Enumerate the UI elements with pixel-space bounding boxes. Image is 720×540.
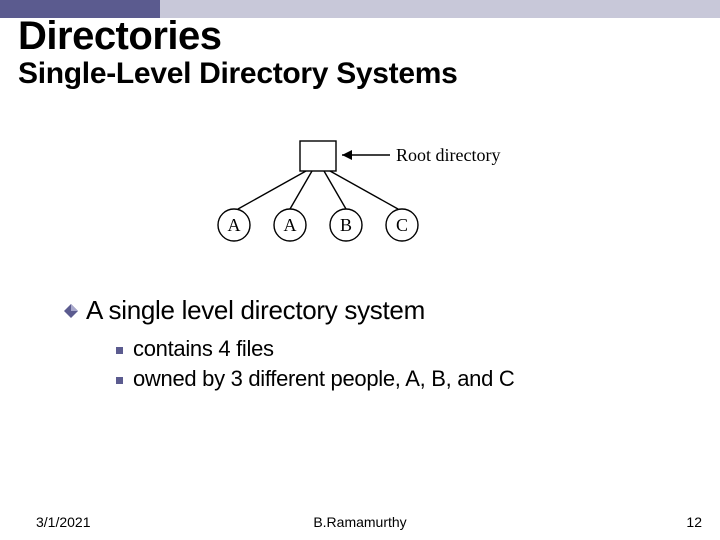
bullet-sub-text: contains 4 files [133,336,274,362]
directory-diagram: A A B C Root directory [0,133,720,253]
diamond-icon [64,304,78,318]
bullet-sub-text: owned by 3 different people, A, B, and C [133,366,514,392]
svg-text:A: A [228,215,241,235]
footer-author: B.Ramamurthy [313,514,406,530]
slide-title: Directories [0,14,720,59]
square-icon [116,347,123,354]
bullet-main-text: A single level directory system [86,295,425,326]
square-icon [116,377,123,384]
svg-text:C: C [396,215,408,235]
slide-footer: 3/1/2021 B.Ramamurthy 12 [0,514,720,530]
footer-page: 12 [686,514,702,530]
bullet-main: A single level directory system [64,295,692,326]
content-area: A single level directory system contains… [0,295,720,392]
svg-text:Root directory: Root directory [396,145,500,165]
slide-subtitle: Single-Level Directory Systems [0,57,720,91]
title-bar-light [160,0,720,18]
bullet-sub: owned by 3 different people, A, B, and C [64,366,692,392]
footer-date: 3/1/2021 [36,514,91,530]
svg-text:A: A [284,215,297,235]
bullet-sub: contains 4 files [64,336,692,362]
svg-text:B: B [340,215,352,235]
